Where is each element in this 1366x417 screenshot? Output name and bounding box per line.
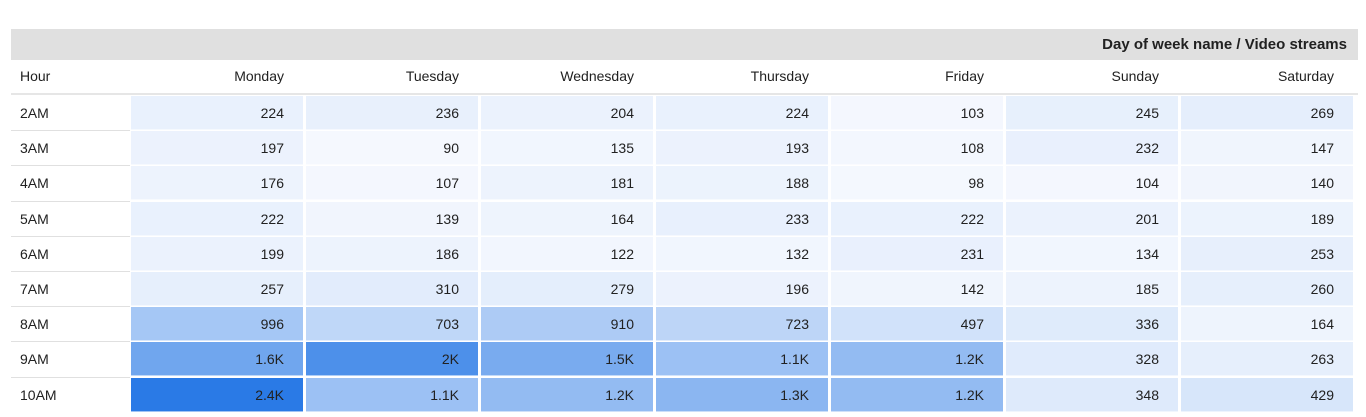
heatmap-cell: 257 — [131, 272, 303, 306]
heatmap-cell: 98 — [831, 166, 1003, 201]
heatmap-cell: 245 — [1006, 96, 1178, 130]
heatmap-cell: 222 — [831, 201, 1003, 236]
heatmap-cell: 197 — [131, 131, 303, 166]
row-label-2am: 2AM — [20, 105, 49, 121]
heatmap-cell: 104 — [1006, 166, 1178, 201]
heatmap-cell: 269 — [1181, 96, 1353, 130]
heatmap-cell: 108 — [831, 131, 1003, 166]
heatmap-cell: 185 — [1006, 272, 1178, 306]
heatmap-cell: 910 — [481, 307, 653, 342]
heatmap-cell: 134 — [1006, 236, 1178, 271]
table-title: Day of week name / Video streams — [1102, 36, 1347, 53]
heatmap-cell: 189 — [1181, 201, 1353, 236]
heatmap-cell: 196 — [656, 272, 828, 306]
heatmap-cell: 164 — [481, 201, 653, 236]
heatmap-cell: 224 — [656, 96, 828, 130]
heatmap-cell: 90 — [306, 131, 478, 166]
heatmap-cell: 193 — [656, 131, 828, 166]
row-divider — [11, 235, 130, 237]
pivot-heatmap-table: Day of week name / Video streams Hour 2A… — [11, 29, 1358, 417]
heatmap-cell: 201 — [1006, 201, 1178, 236]
heatmap-cell: 188 — [656, 166, 828, 201]
heatmap-cell: 1.5K — [481, 342, 653, 377]
heatmap-cell: 2K — [306, 342, 478, 377]
heatmap-cell: 497 — [831, 307, 1003, 342]
column-header-sunday[interactable]: Sunday — [1111, 68, 1159, 84]
heatmap-cell: 260 — [1181, 272, 1353, 306]
heatmap-cell: 122 — [481, 236, 653, 271]
row-label-3am: 3AM — [20, 140, 49, 157]
heatmap-cell: 236 — [306, 96, 478, 130]
column-header-thursday[interactable]: Thursday — [750, 68, 809, 84]
row-divider — [11, 200, 130, 202]
heatmap-cell: 1.2K — [481, 377, 653, 412]
row-divider — [11, 271, 130, 272]
heatmap-cell: 703 — [306, 307, 478, 342]
heatmap-cell: 222 — [131, 201, 303, 236]
heatmap-cell: 253 — [1181, 236, 1353, 271]
heatmap-cell: 147 — [1181, 131, 1353, 166]
heatmap-cell: 279 — [481, 272, 653, 306]
column-header-tuesday[interactable]: Tuesday — [405, 68, 459, 84]
column-header-friday[interactable]: Friday — [945, 68, 984, 84]
heatmap-cell: 186 — [306, 236, 478, 271]
heatmap-cell: 176 — [131, 166, 303, 201]
heatmap-cell: 204 — [481, 96, 653, 130]
heatmap-cell: 142 — [831, 272, 1003, 306]
row-divider — [11, 376, 130, 378]
heatmap-cell: 1.1K — [306, 377, 478, 412]
heatmap-cell: 1.2K — [831, 377, 1003, 412]
heatmap-cell: 2.4K — [131, 377, 303, 412]
heatmap-cell: 336 — [1006, 307, 1178, 342]
header-divider — [11, 93, 1358, 95]
table-header-bar: Day of week name / Video streams — [11, 29, 1358, 60]
heatmap-cell: 233 — [656, 201, 828, 236]
heatmap-cell: 1.3K — [656, 377, 828, 412]
heatmap-cell: 140 — [1181, 166, 1353, 201]
heatmap-cell: 232 — [1006, 131, 1178, 166]
heatmap-cell: 263 — [1181, 342, 1353, 377]
row-divider — [11, 306, 130, 308]
heatmap-cell: 310 — [306, 272, 478, 306]
row-divider — [11, 130, 130, 132]
heatmap-cell: 1.6K — [131, 342, 303, 377]
heatmap-cell: 723 — [656, 307, 828, 342]
row-label-4am: 4AM — [20, 175, 49, 192]
heatmap-cell: 107 — [306, 166, 478, 201]
heatmap-cell: 199 — [131, 236, 303, 271]
heatmap-cell: 1.1K — [656, 342, 828, 377]
row-label-10am: 10AM — [20, 386, 57, 403]
heatmap-cell: 164 — [1181, 307, 1353, 342]
heatmap-cell: 231 — [831, 236, 1003, 271]
row-header-hour[interactable]: Hour — [20, 68, 51, 84]
heatmap-cell: 1.2K — [831, 342, 1003, 377]
row-label-7am: 7AM — [20, 281, 49, 297]
heatmap-cell: 103 — [831, 96, 1003, 130]
heatmap-cell: 429 — [1181, 377, 1353, 412]
row-label-6am: 6AM — [20, 245, 49, 262]
row-divider — [11, 341, 130, 343]
heatmap-cell: 224 — [131, 96, 303, 130]
column-header-saturday[interactable]: Saturday — [1277, 68, 1334, 84]
row-divider — [11, 165, 130, 167]
heatmap-cell: 181 — [481, 166, 653, 201]
heatmap-cell: 328 — [1006, 342, 1178, 377]
heatmap-cell: 348 — [1006, 377, 1178, 412]
row-label-5am: 5AM — [20, 210, 49, 227]
row-label-9am: 9AM — [20, 351, 49, 368]
row-label-8am: 8AM — [20, 316, 49, 333]
heatmap-cell: 135 — [481, 131, 653, 166]
heatmap-cell: 132 — [656, 236, 828, 271]
column-header-monday[interactable]: Monday — [234, 68, 284, 84]
heatmap-cell: 996 — [131, 307, 303, 342]
column-header-wednesday[interactable]: Wednesday — [560, 68, 634, 84]
heatmap-cell: 139 — [306, 201, 478, 236]
